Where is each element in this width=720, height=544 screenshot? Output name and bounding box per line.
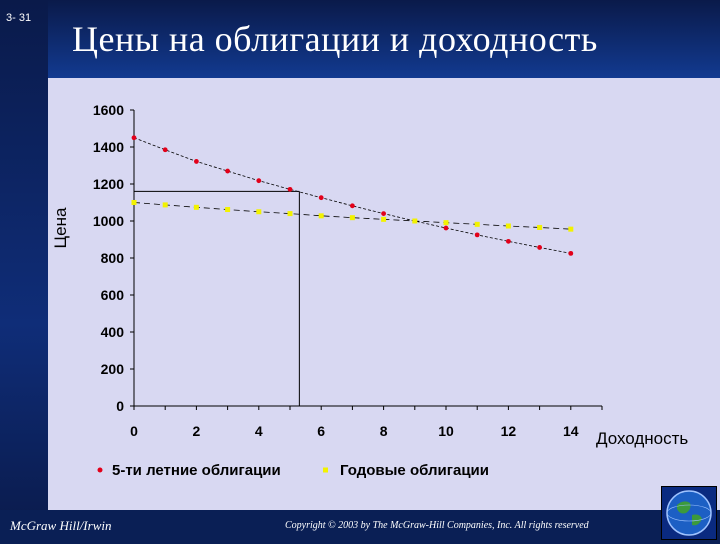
point-annual: [225, 207, 231, 213]
copyright-text: Copyright © 2003 by The McGraw-Hill Comp…: [285, 520, 589, 531]
x-tick-label: 14: [563, 423, 579, 439]
point-5-year: [225, 168, 231, 174]
y-tick-label: 1400: [93, 139, 124, 155]
trend-lines: [133, 137, 571, 254]
legend-label-annual: Годовые облигации: [340, 462, 489, 479]
x-tick-label: 6: [317, 423, 325, 439]
bond-price-chart: 0 200 400 600 800 1000 1200 1400 1600 0 2 4 6 8 10 12 14…: [51, 102, 688, 479]
point-annual: [349, 215, 355, 221]
point-5-year: [318, 195, 324, 201]
point-5-year: [537, 245, 542, 250]
y-tick-label: 400: [101, 324, 125, 340]
point-annual: [537, 224, 543, 230]
point-5-year: [474, 232, 480, 238]
y-tick-label: 0: [116, 398, 124, 414]
y-tick-label: 1000: [93, 213, 124, 229]
legend-marker-annual: [323, 467, 328, 473]
x-tick-label: 2: [193, 423, 201, 439]
x-tick-label: 0: [130, 423, 138, 439]
point-5-year: [287, 186, 293, 192]
point-5-year: [443, 225, 449, 231]
x-axis-label: Доходность: [596, 429, 688, 448]
globe-icon: [661, 486, 717, 540]
x-tick-label: 8: [380, 423, 388, 439]
x-tick-label: 10: [438, 423, 454, 439]
point-annual: [474, 221, 480, 227]
point-annual: [256, 209, 262, 215]
axes: 0 200 400 600 800 1000 1200 1400 1600 0 2 4 6 8 10 12 14: [93, 102, 603, 439]
point-annual: [568, 226, 574, 232]
point-5-year: [131, 135, 137, 141]
chart-panel: 0 200 400 600 800 1000 1200 1400 1600 0 2 4 6 8 10 12 14…: [48, 78, 720, 510]
data-points: [131, 135, 574, 256]
left-decor-bar: [0, 0, 48, 540]
x-tick-label: 4: [255, 423, 263, 439]
point-annual: [162, 202, 168, 208]
title-bar: [48, 0, 720, 78]
point-annual: [443, 220, 449, 226]
trend-line-series-1: [133, 137, 571, 254]
point-annual: [505, 223, 511, 229]
legend-label-5-year: 5-ти летние облигации: [112, 462, 281, 479]
point-annual: [318, 213, 324, 219]
publisher-text: McGraw Hill/Irwin: [10, 518, 112, 533]
y-tick-label: 200: [101, 361, 125, 377]
page-title: Цены на облигации и доходность: [72, 19, 598, 59]
point-5-year: [381, 211, 386, 217]
reference-lines: [134, 190, 300, 406]
legend: 5-ти летние облигации Годовые облигации: [97, 462, 489, 479]
y-tick-label: 600: [101, 287, 125, 303]
y-tick-label: 800: [101, 250, 125, 266]
point-5-year: [350, 203, 355, 209]
legend-marker-5-year: [97, 467, 103, 473]
point-5-year: [194, 159, 199, 164]
slide-number: 3- 31: [6, 12, 32, 24]
point-annual: [193, 204, 199, 210]
point-5-year: [568, 250, 574, 256]
trend-line-series-2: [133, 202, 571, 230]
point-5-year: [162, 147, 168, 153]
y-tick-label: 1200: [93, 176, 124, 192]
point-annual: [381, 216, 387, 222]
point-5-year: [506, 238, 511, 244]
point-annual: [287, 211, 293, 217]
footer-bar: [0, 510, 720, 540]
x-tick-label: 12: [501, 423, 517, 439]
point-annual: [131, 200, 137, 205]
point-annual: [412, 218, 418, 224]
point-5-year: [256, 178, 262, 184]
y-axis-label: Цена: [51, 207, 70, 248]
y-tick-label: 1600: [93, 102, 124, 118]
